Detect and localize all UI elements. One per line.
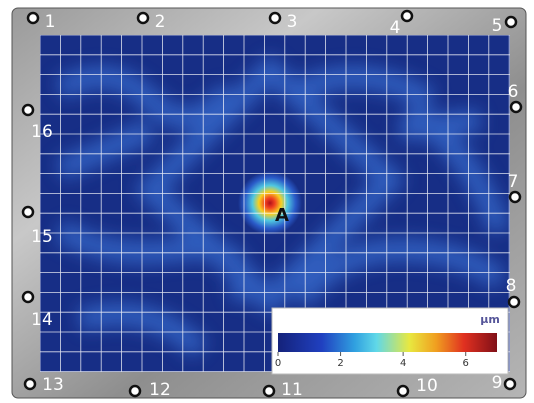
point-label: 12 — [149, 380, 171, 400]
marker — [28, 13, 38, 23]
marker — [23, 292, 33, 302]
point-label: 2 — [155, 12, 166, 32]
marker — [505, 379, 515, 389]
marker — [509, 297, 519, 307]
marker — [511, 102, 521, 112]
point-label: 5 — [492, 16, 503, 36]
point-label: 3 — [287, 12, 298, 32]
colorbar — [278, 333, 497, 352]
colorbar-unit: µm — [480, 313, 500, 326]
point-label: 4 — [390, 18, 401, 38]
point-label: 14 — [31, 310, 53, 330]
marker — [138, 13, 148, 23]
point-label: 7 — [508, 172, 519, 192]
marker — [130, 386, 140, 396]
marker — [510, 192, 520, 202]
marker — [270, 13, 280, 23]
point-label: 6 — [508, 82, 519, 102]
point-label: 13 — [42, 375, 64, 395]
marker — [506, 17, 516, 27]
colorbar-tick-label: 0 — [275, 358, 281, 369]
point-label: 9 — [492, 373, 503, 393]
figure: µm A 123456789101112131415160246 — [0, 0, 534, 403]
point-label: 8 — [506, 276, 517, 296]
colorbar-tick-label: 2 — [337, 358, 343, 369]
point-label: 15 — [31, 227, 53, 247]
marker — [264, 386, 274, 396]
marker — [25, 379, 35, 389]
point-label: 10 — [416, 376, 438, 396]
marker — [23, 207, 33, 217]
annotation: A — [275, 205, 289, 226]
marker — [402, 11, 412, 21]
colorbar-tick-label: 4 — [400, 358, 406, 369]
marker — [398, 386, 408, 396]
point-label: 16 — [31, 122, 53, 142]
marker — [23, 105, 33, 115]
point-label: 11 — [281, 380, 303, 400]
colorbar-tick-label: 6 — [463, 358, 469, 369]
point-label: 1 — [45, 12, 56, 32]
